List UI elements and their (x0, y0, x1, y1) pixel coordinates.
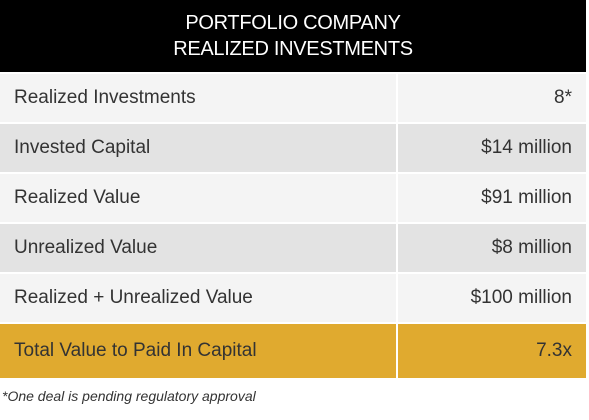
label-cell: Invested Capital (0, 122, 397, 174)
label-cell: Realized + Unrealized Value (0, 272, 397, 324)
label-cell: Total Value to Paid In Capital (0, 322, 397, 380)
value-cell: $100 million (396, 272, 586, 324)
row: Invested Capital $14 million (0, 122, 586, 174)
row: Unrealized Value $8 million (0, 222, 586, 274)
table: Realized Investments 8* Invested Capital $… (0, 72, 586, 380)
value-cell: $14 million (396, 122, 586, 174)
table-card: PORTFOLIO COMPANY REALIZED INVESTMENTS R… (0, 0, 586, 404)
label-cell: Unrealized Value (0, 222, 397, 274)
row: Realized Value $91 million (0, 172, 586, 224)
footnote: *One deal is pending regulatory approval (2, 388, 256, 404)
value-cell: 8* (396, 72, 586, 124)
label-cell: Realized Value (0, 172, 397, 224)
label-cell: Realized Investments (0, 72, 397, 124)
value-cell: $91 million (396, 172, 586, 224)
value-cell: $8 million (396, 222, 586, 274)
value-cell: 7.3x (396, 322, 586, 380)
title-line: PORTFOLIO COMPANY (185, 12, 401, 34)
row: Realized + Unrealized Value $100 million (0, 272, 586, 324)
row: Realized Investments 8* (0, 72, 586, 124)
title-line: REALIZED INVESTMENTS (173, 38, 413, 60)
header: PORTFOLIO COMPANY REALIZED INVESTMENTS (0, 0, 586, 72)
total-row: Total Value to Paid In Capital 7.3x (0, 322, 586, 380)
